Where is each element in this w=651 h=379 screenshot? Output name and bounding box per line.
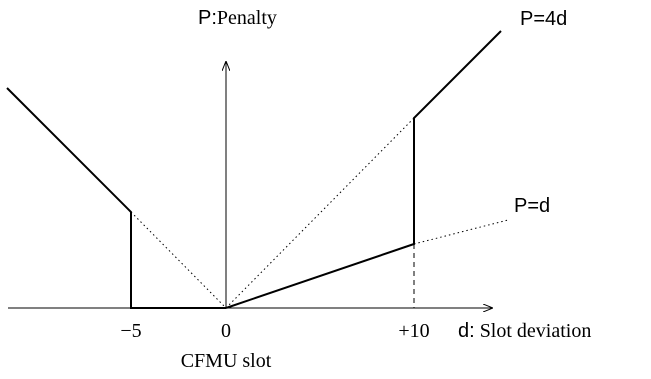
tick-label-plus10: +10 — [398, 320, 429, 342]
dotted-shallow-extension — [413, 219, 509, 245]
penalty-curve-left — [6, 87, 226, 309]
x-axis-label: d: Slot deviation — [458, 320, 591, 342]
tick-label-minus5: −5 — [120, 320, 141, 342]
penalty-curve-right — [225, 30, 502, 309]
y-axis-label: P:Penalty — [198, 7, 277, 29]
shallow-line-label: P=d — [514, 195, 550, 217]
dotted-left-extension — [130, 211, 227, 309]
steep-line-label: P=4d — [520, 8, 567, 30]
dotted-steep-extension — [225, 117, 415, 309]
cfmu-slot-label: CFMU slot — [181, 350, 272, 372]
tick-label-zero: 0 — [221, 320, 231, 342]
